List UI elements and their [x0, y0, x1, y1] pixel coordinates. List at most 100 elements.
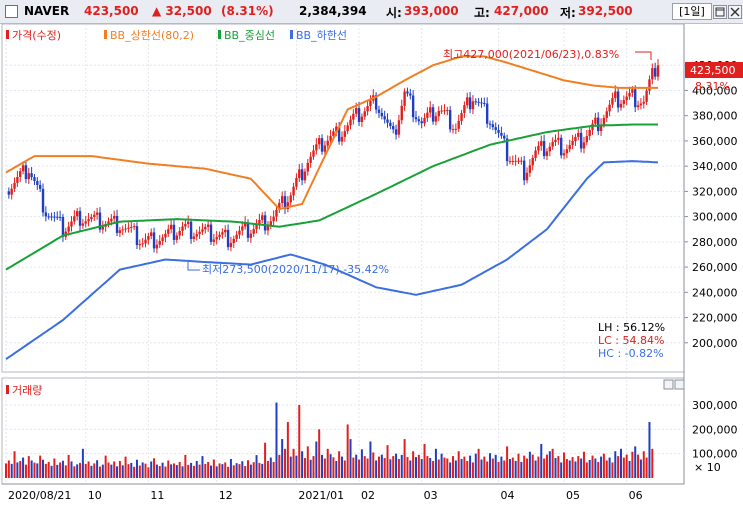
volume-bar: [397, 459, 400, 478]
volume-bar: [190, 462, 193, 478]
volume-bar: [84, 463, 87, 478]
volume-bar: [195, 460, 198, 478]
price-candles: [7, 59, 660, 254]
volume-bar: [480, 459, 483, 478]
last-pct-label: 8.31%: [695, 80, 730, 93]
candle-body: [320, 138, 324, 152]
candle-body: [189, 221, 193, 239]
candle-body: [27, 173, 30, 180]
volume-bar: [221, 464, 224, 478]
y-tick-label: 380,000: [692, 110, 738, 123]
candle-body: [426, 112, 429, 118]
close-icon[interactable]: [728, 5, 742, 19]
volume-bar: [400, 454, 403, 478]
last-price-label: 423,500: [690, 64, 736, 77]
volume-panel-close-icon[interactable]: [674, 379, 685, 390]
x-tick-label: 06: [629, 489, 643, 502]
candle-body: [434, 116, 438, 122]
volume-bar: [369, 441, 372, 478]
candle-body: [451, 129, 455, 131]
candle-body: [326, 140, 329, 146]
candle-body: [158, 241, 161, 245]
volume-bar: [326, 448, 329, 478]
legend-bb-lower: BB_하한선: [296, 28, 347, 42]
candle-body: [121, 229, 124, 231]
volume-bar: [315, 441, 318, 478]
candle-body: [346, 125, 349, 132]
candle-body: [70, 221, 73, 227]
volume-bar: [489, 453, 492, 478]
candle-body: [522, 160, 526, 181]
volume-bar: [318, 429, 321, 478]
volume-bar: [292, 448, 295, 478]
volume-bar: [611, 462, 614, 478]
candle-body: [255, 224, 258, 230]
volume-bar: [47, 461, 50, 478]
volume-bar: [352, 457, 355, 478]
volume-bar: [278, 454, 281, 478]
maximize-icon[interactable]: [713, 5, 727, 19]
candle-body: [366, 105, 369, 112]
volume-bar: [275, 402, 278, 478]
volume-bar: [90, 465, 93, 478]
candle-body: [431, 107, 435, 122]
volume-bar: [104, 455, 107, 478]
volume-bar: [113, 461, 116, 478]
open-price: 393,000: [404, 4, 459, 18]
candle-body: [184, 224, 187, 227]
candle-body: [562, 153, 566, 156]
y-tick-label: 340,000: [692, 160, 738, 173]
volume-bar: [10, 463, 13, 478]
volume-bar: [452, 456, 455, 478]
volume-bar: [614, 451, 617, 478]
volume-bar: [184, 454, 187, 478]
volume-bar: [22, 457, 25, 478]
candle-body: [557, 137, 560, 140]
candle-body: [471, 101, 475, 110]
volume-bar: [511, 457, 514, 478]
volume-bar: [175, 465, 178, 478]
volume-bar: [98, 466, 101, 478]
low-label: 저:: [560, 6, 576, 20]
period-selector[interactable]: [1일]: [672, 3, 712, 20]
volume-bar: [358, 459, 361, 478]
volume-bar: [355, 454, 358, 478]
candle-body: [209, 224, 213, 242]
volume-bar: [528, 451, 531, 478]
volume-bar: [386, 445, 389, 478]
volume-bar: [261, 463, 264, 478]
volume-unit-label: × 10: [694, 461, 721, 474]
volume-bar: [582, 451, 585, 478]
y-tick-label: 400,000: [692, 84, 738, 97]
volume-bar: [27, 456, 30, 478]
candle-body: [588, 129, 591, 137]
candle-body: [380, 112, 384, 117]
select-checkbox[interactable]: [5, 5, 18, 18]
candle-body: [466, 97, 469, 106]
candle-body: [24, 165, 28, 180]
candle-body: [414, 117, 418, 120]
candle-body: [540, 141, 543, 146]
candle-body: [206, 224, 210, 227]
candle-body: [554, 139, 557, 142]
volume-bar: [471, 462, 474, 478]
trade-volume: 2,384,394: [299, 4, 367, 18]
price-panel-frame: [1, 23, 685, 373]
candle-body: [363, 111, 366, 117]
candle-body: [187, 221, 190, 225]
volume-bar: [412, 451, 415, 478]
volume-panel-maximize-icon[interactable]: [663, 379, 674, 390]
candle-body: [41, 188, 45, 213]
volume-bar: [272, 461, 275, 478]
volume-bar: [258, 462, 261, 478]
candle-body: [229, 243, 233, 248]
candle-body: [545, 151, 549, 157]
candle-body: [152, 232, 156, 249]
y-tick-label: 320,000: [692, 185, 738, 198]
candle-body: [616, 91, 620, 108]
candle-body: [155, 244, 159, 249]
candle-body: [215, 237, 218, 240]
candle-body: [360, 116, 364, 122]
volume-bar: [645, 457, 648, 478]
